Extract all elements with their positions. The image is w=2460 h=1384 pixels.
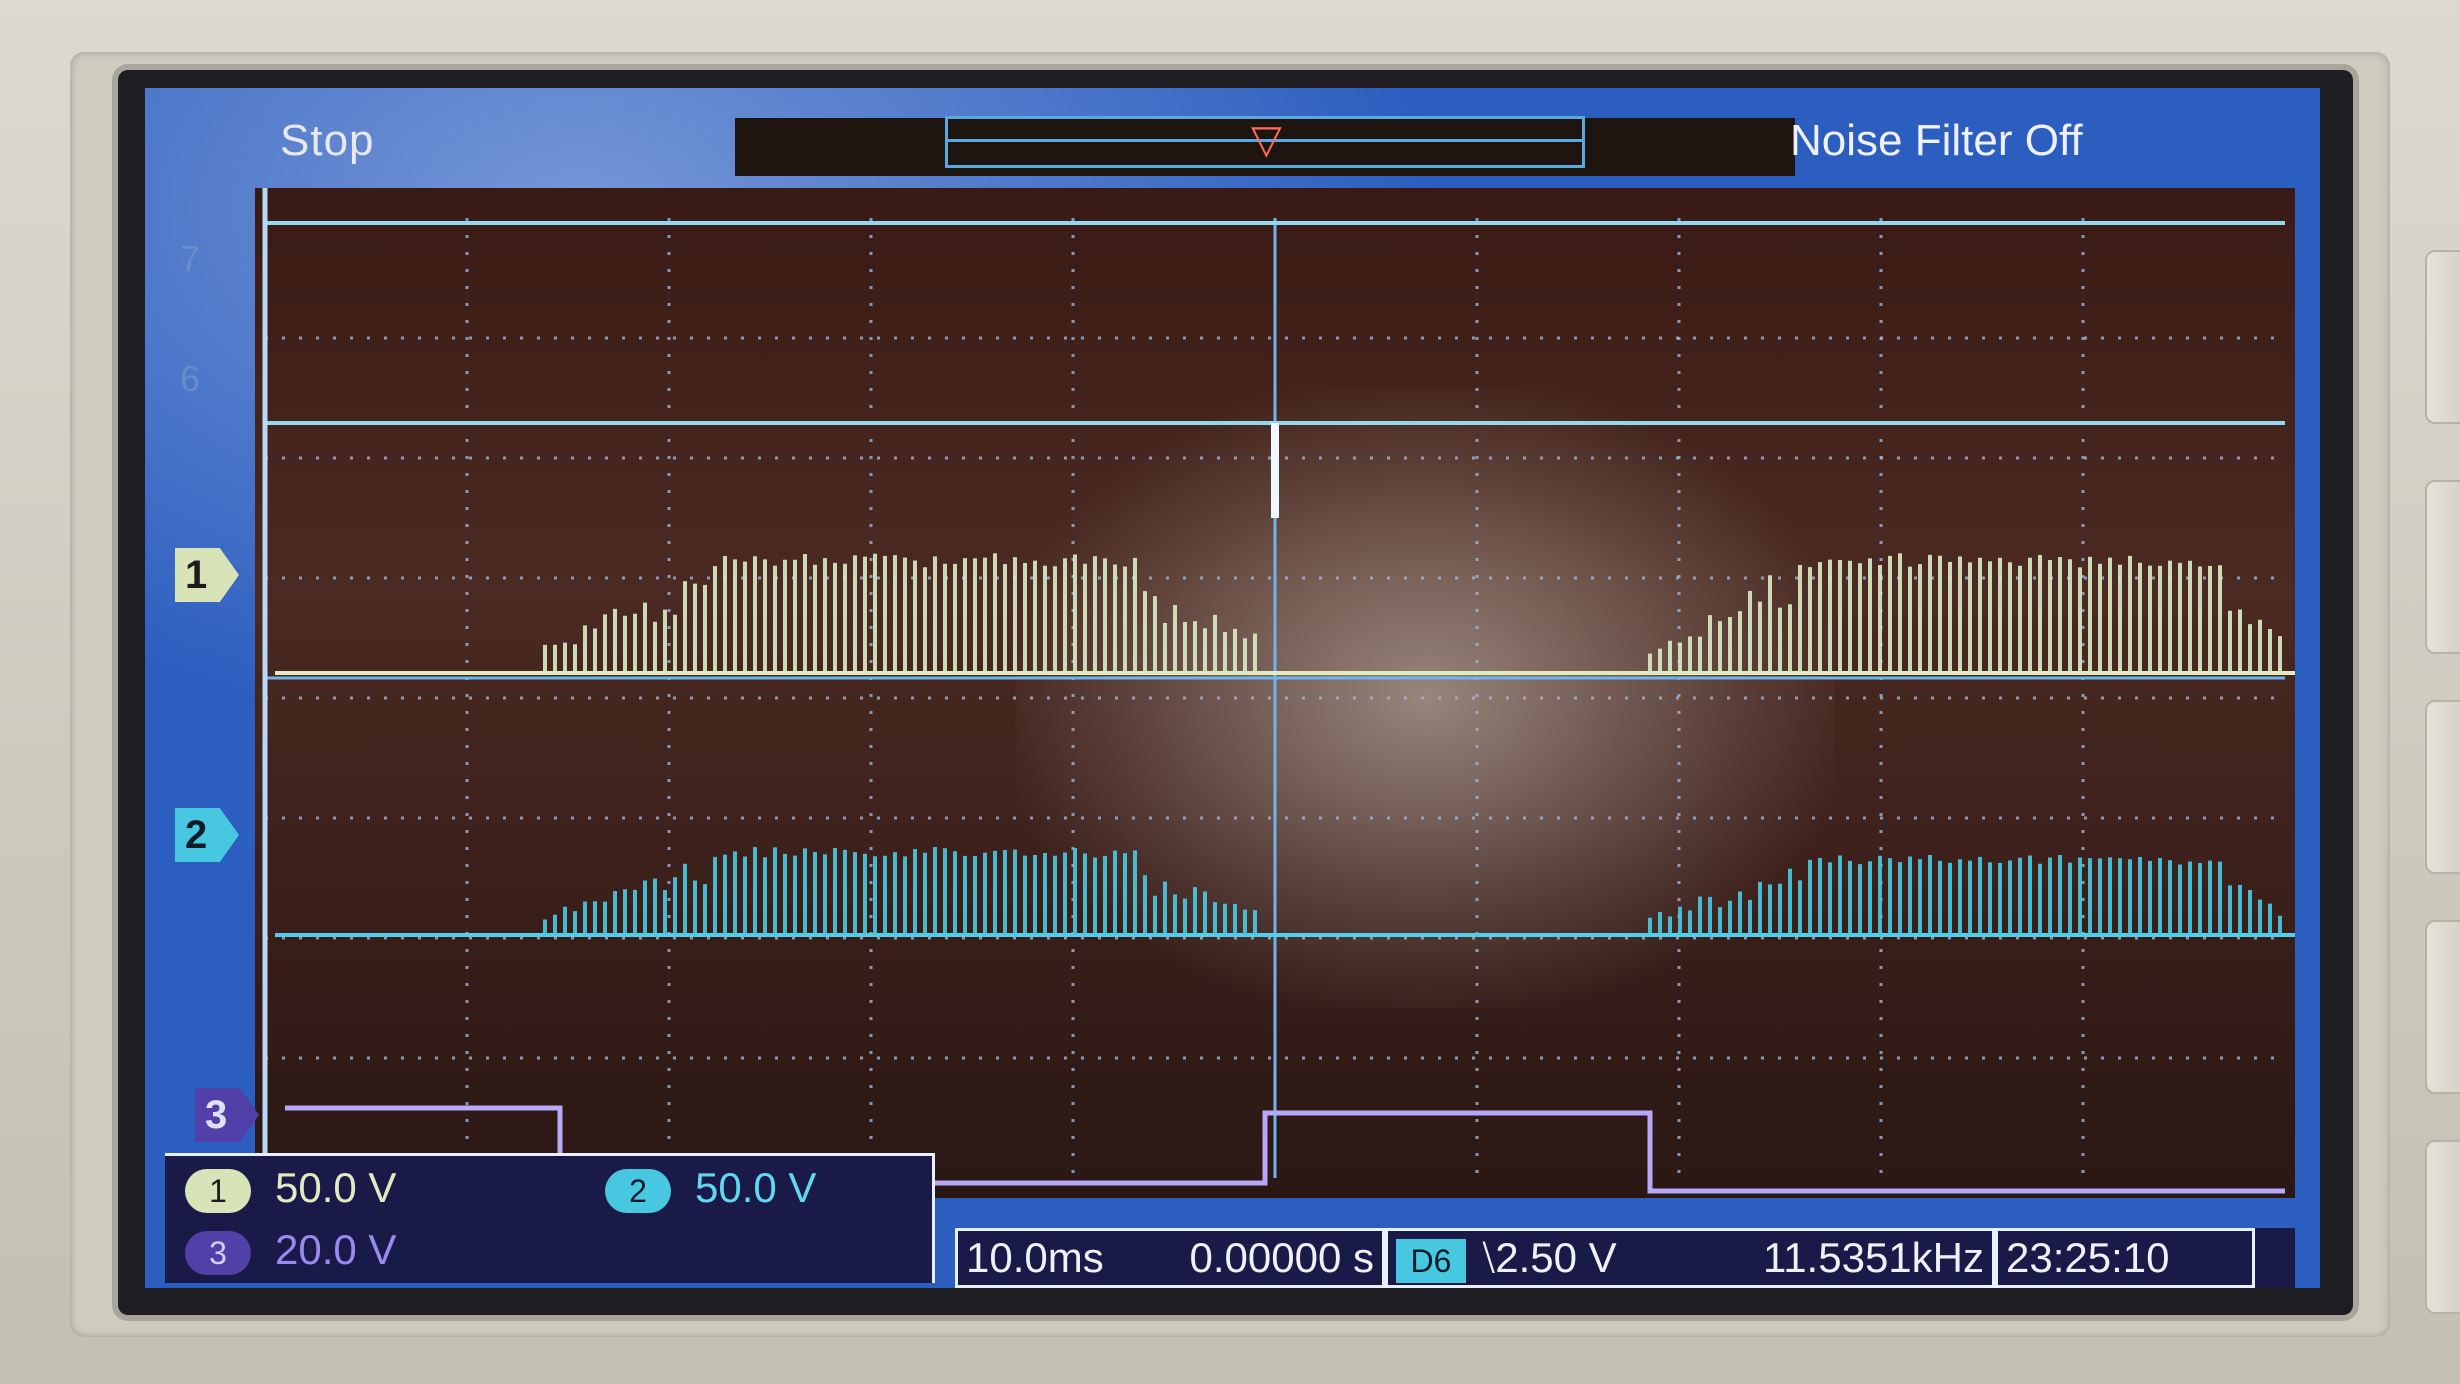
channel-2-ground-marker[interactable]: 2 [175, 808, 239, 862]
time-per-div: 10.0ms [966, 1231, 1104, 1285]
horizontal-settings[interactable]: 10.0ms 0.00000 s [955, 1228, 1385, 1288]
channel-1-ground-marker[interactable]: 1 [175, 548, 239, 602]
softkey-2[interactable] [2425, 480, 2460, 654]
channel-3-scale: 3 20.0 V [185, 1226, 396, 1275]
oscilloscope-screen: Stop ▽ Noise Filter Off 7 6 1 2 3 1 50.0 … [145, 88, 2320, 1288]
noise-filter-label: Noise Filter Off [1790, 116, 2083, 166]
softkey-1[interactable] [2425, 250, 2460, 424]
clock-time: 23:25:10 [2006, 1231, 2170, 1285]
reference-marker-6: 6 [180, 358, 200, 400]
channel-2-scale-value: 50.0 V [695, 1164, 816, 1211]
horizontal-delay: 0.00000 s [1190, 1231, 1375, 1285]
trigger-source-badge: D6 [1396, 1239, 1466, 1283]
channel-1-scale-value: 50.0 V [275, 1164, 396, 1211]
clock-display: 23:25:10 [1995, 1228, 2255, 1288]
channel-1-badge: 1 [185, 1169, 251, 1213]
channel-scale-panel: 1 50.0 V 2 50.0 V 3 20.0 V [165, 1153, 935, 1283]
trigger-frequency: 11.5351kHz [1763, 1231, 1984, 1285]
timebase-panel: 10.0ms 0.00000 s D6 ⧵2.50 V 11.5351kHz 23… [955, 1228, 2295, 1288]
channel-2-burst [1650, 855, 2280, 935]
trigger-settings[interactable]: D6 ⧵2.50 V 11.5351kHz [1385, 1228, 1995, 1288]
channel-1-burst [545, 553, 1255, 673]
status-bar: Stop ▽ Noise Filter Off [145, 88, 2320, 178]
channel-3-ground-marker[interactable]: 3 [195, 1088, 259, 1142]
channel-1-scale: 1 50.0 V [185, 1164, 396, 1213]
channel-2-badge: 2 [605, 1169, 671, 1213]
channel-1-burst [1650, 553, 2280, 673]
waveform-canvas [255, 188, 2295, 1198]
waveform-grid[interactable] [255, 188, 2295, 1198]
reference-marker-7: 7 [180, 238, 200, 280]
channel-3-scale-value: 20.0 V [275, 1226, 396, 1273]
run-state-label: Stop [280, 116, 375, 166]
trigger-position-icon: ▽ [1251, 114, 1281, 166]
trigger-point-marker [1271, 423, 1279, 518]
softkey-5[interactable] [2425, 1140, 2460, 1314]
channel-2-burst [545, 847, 1255, 935]
softkey-3[interactable] [2425, 700, 2460, 874]
channel-3-badge: 3 [185, 1231, 251, 1275]
trigger-level: ⧵2.50 V [1482, 1234, 1617, 1281]
softkey-4[interactable] [2425, 920, 2460, 1094]
channel-2-scale: 2 50.0 V [605, 1164, 816, 1213]
